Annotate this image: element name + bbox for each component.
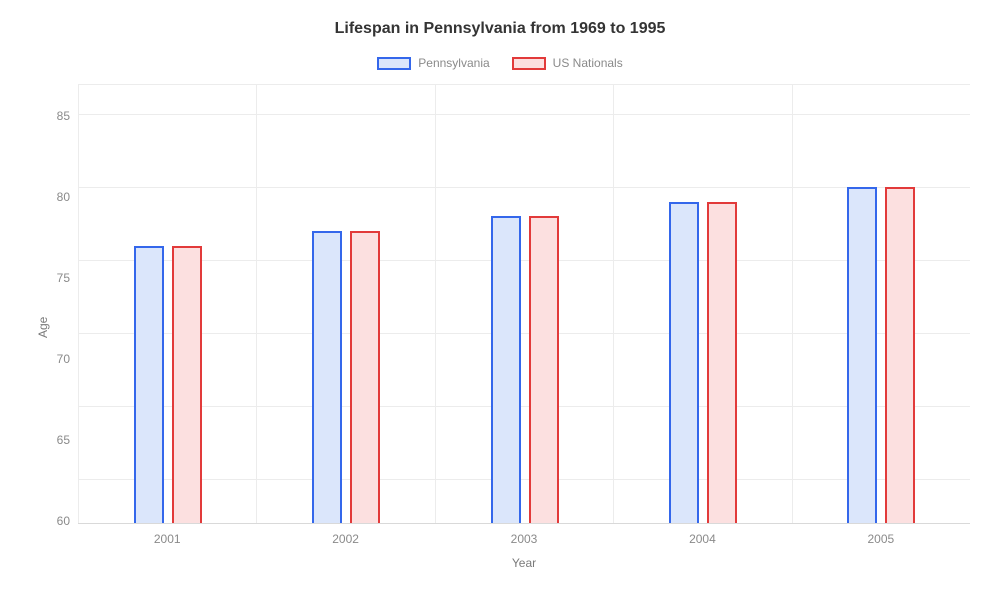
category-group — [435, 85, 613, 523]
x-tick: 2003 — [435, 532, 613, 546]
bar[interactable] — [847, 187, 877, 523]
bar[interactable] — [312, 231, 342, 523]
legend-swatch-us-nationals — [512, 57, 546, 70]
plot-and-x: 20012002200320042005 Year — [78, 84, 970, 570]
y-axis-ticks: 85 80 75 70 65 60 — [50, 84, 78, 570]
x-tick: 2002 — [256, 532, 434, 546]
legend-label-pennsylvania: Pennsylvania — [418, 56, 489, 70]
chart-title: Lifespan in Pennsylvania from 1969 to 19… — [30, 20, 970, 38]
bar[interactable] — [707, 202, 737, 523]
legend-item-us-nationals[interactable]: US Nationals — [512, 56, 623, 70]
legend-item-pennsylvania[interactable]: Pennsylvania — [377, 56, 489, 70]
y-tick: 85 — [57, 109, 70, 123]
category-group — [78, 85, 256, 523]
bar[interactable] — [491, 216, 521, 523]
category-group — [613, 85, 791, 523]
plot-area — [78, 84, 970, 524]
legend: Pennsylvania US Nationals — [30, 56, 970, 70]
bar[interactable] — [669, 202, 699, 523]
legend-swatch-pennsylvania — [377, 57, 411, 70]
y-axis-label: Age — [30, 84, 50, 570]
y-tick: 80 — [57, 190, 70, 204]
y-tick: 75 — [57, 271, 70, 285]
bar[interactable] — [172, 246, 202, 523]
x-tick: 2001 — [78, 532, 256, 546]
legend-label-us-nationals: US Nationals — [553, 56, 623, 70]
x-axis-label: Year — [78, 556, 970, 570]
plot-wrap: Age 85 80 75 70 65 60 20012002200320042005 Ye… — [30, 84, 970, 570]
y-tick: 65 — [57, 433, 70, 447]
chart-container: Lifespan in Pennsylvania from 1969 to 19… — [0, 0, 1000, 600]
category-group — [256, 85, 434, 523]
y-tick: 60 — [57, 514, 70, 528]
y-tick: 70 — [57, 352, 70, 366]
category-group — [792, 85, 970, 523]
bar[interactable] — [350, 231, 380, 523]
x-axis-ticks: 20012002200320042005 — [78, 532, 970, 546]
bar[interactable] — [529, 216, 559, 523]
x-tick: 2005 — [792, 532, 970, 546]
bar[interactable] — [885, 187, 915, 523]
bar[interactable] — [134, 246, 164, 523]
x-tick: 2004 — [613, 532, 791, 546]
